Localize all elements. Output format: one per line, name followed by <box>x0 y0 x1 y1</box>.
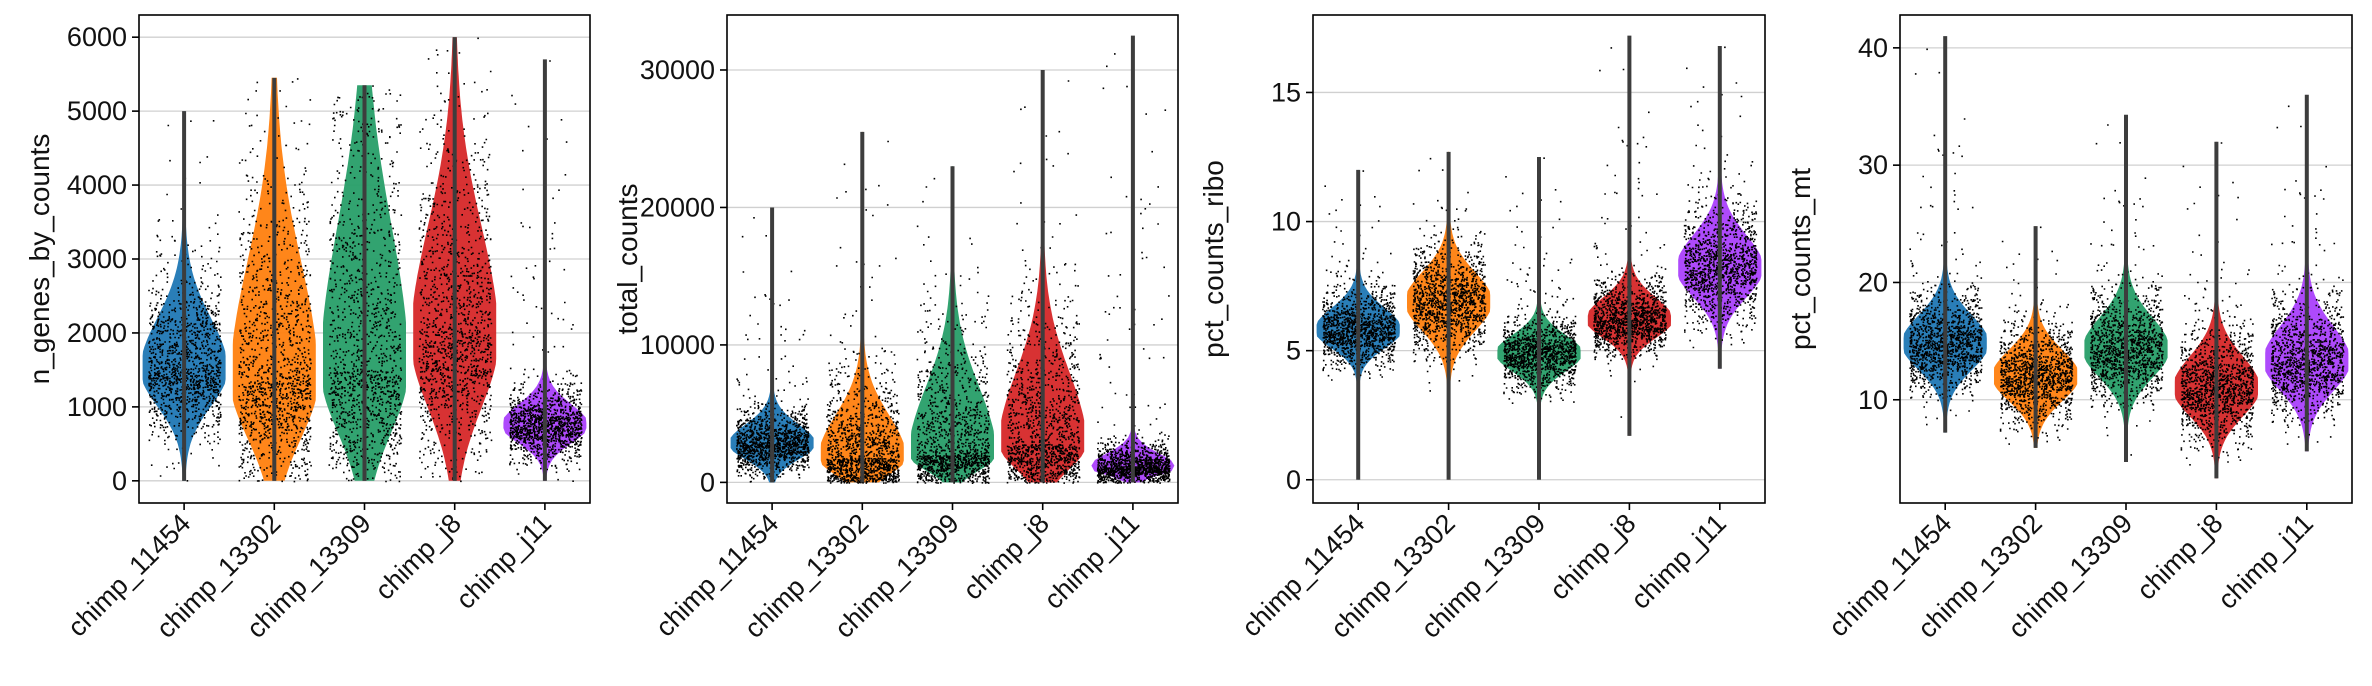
y-axis-title: pct_counts_mt <box>1785 168 1816 350</box>
violin-chimp_13309 <box>2084 114 2168 462</box>
y-tick-label: 4000 <box>67 170 127 200</box>
violin-chimp_13302 <box>232 77 316 483</box>
y-tick-label: 0 <box>700 467 715 497</box>
y-tick-label: 6000 <box>67 22 127 52</box>
jitter-points <box>1412 157 1487 392</box>
violin-chimp_13309 <box>911 166 994 484</box>
y-tick-label: 0 <box>1286 465 1301 495</box>
y-tick-label: 3000 <box>67 244 127 274</box>
y-axis-title: pct_counts_ribo <box>1198 160 1229 358</box>
panel-1: 0100020003000400050006000chimp_11454chim… <box>24 14 591 644</box>
y-tick-label: 10 <box>1858 385 1888 415</box>
y-tick-label: 0 <box>112 466 127 496</box>
x-tick-label: chimp_j11 <box>1038 508 1145 615</box>
violin-chimp_j11 <box>1091 35 1175 484</box>
y-tick-label: 20000 <box>640 192 715 222</box>
y-axis-title: total_counts <box>612 184 643 335</box>
violin-chimp_11454 <box>142 111 226 482</box>
y-tick-label: 30000 <box>640 55 715 85</box>
y-tick-label: 15 <box>1271 77 1301 107</box>
jitter-points <box>2089 124 2164 456</box>
y-tick-label: 40 <box>1858 33 1888 63</box>
y-axis-title: n_genes_by_counts <box>24 134 55 385</box>
violin-chimp_j11 <box>1678 45 1762 369</box>
jitter-points <box>736 217 810 483</box>
violin-chimp_j11 <box>2265 94 2349 452</box>
violin-chimp_11454 <box>1316 169 1400 480</box>
panel-2: 0100002000030000chimp_11454chimp_13302ch… <box>612 14 1179 644</box>
y-tick-label: 30 <box>1858 150 1888 180</box>
violin-chimp_j8 <box>2174 141 2258 479</box>
jitter-points <box>1593 47 1667 418</box>
violin-chimp_j8 <box>413 37 497 483</box>
y-tick-label: 20 <box>1858 267 1888 297</box>
violin-chimp_13309 <box>323 85 406 483</box>
violin-chimp_11454 <box>730 207 814 483</box>
y-tick-label: 1000 <box>67 392 127 422</box>
x-tick-label: chimp_j11 <box>450 508 557 615</box>
y-tick-label: 5000 <box>67 96 127 126</box>
panel-3: 051015chimp_11454chimp_13302chimp_13309c… <box>1198 14 1766 644</box>
y-tick-label: 2000 <box>67 318 127 348</box>
violin-chimp_13302 <box>1407 151 1491 480</box>
jitter-points <box>1322 170 1396 381</box>
violin-chimp_13302 <box>1994 226 2078 448</box>
panel-4: 10203040chimp_11454chimp_13302chimp_1330… <box>1785 14 2353 644</box>
y-tick-label: 5 <box>1286 336 1301 366</box>
jitter-points <box>328 85 403 483</box>
x-tick-label: chimp_j11 <box>1625 508 1732 615</box>
y-tick-label: 10000 <box>640 330 715 360</box>
jitter-points <box>2180 142 2255 466</box>
violin-chimp_11454 <box>1903 36 1987 433</box>
violin-chimp_j8 <box>1001 69 1085 484</box>
violin-chimp_j8 <box>1587 35 1671 436</box>
jitter-points <box>1096 53 1171 484</box>
violin-chimp_13302 <box>820 131 904 484</box>
jitter-points <box>1999 226 2074 445</box>
jitter-points <box>148 120 222 482</box>
violin-chimp_j11 <box>503 59 587 482</box>
y-tick-label: 10 <box>1271 207 1301 237</box>
violin-chimp_13309 <box>1497 157 1581 480</box>
jitter-points <box>1502 157 1577 404</box>
x-tick-label: chimp_j11 <box>2212 508 2319 615</box>
